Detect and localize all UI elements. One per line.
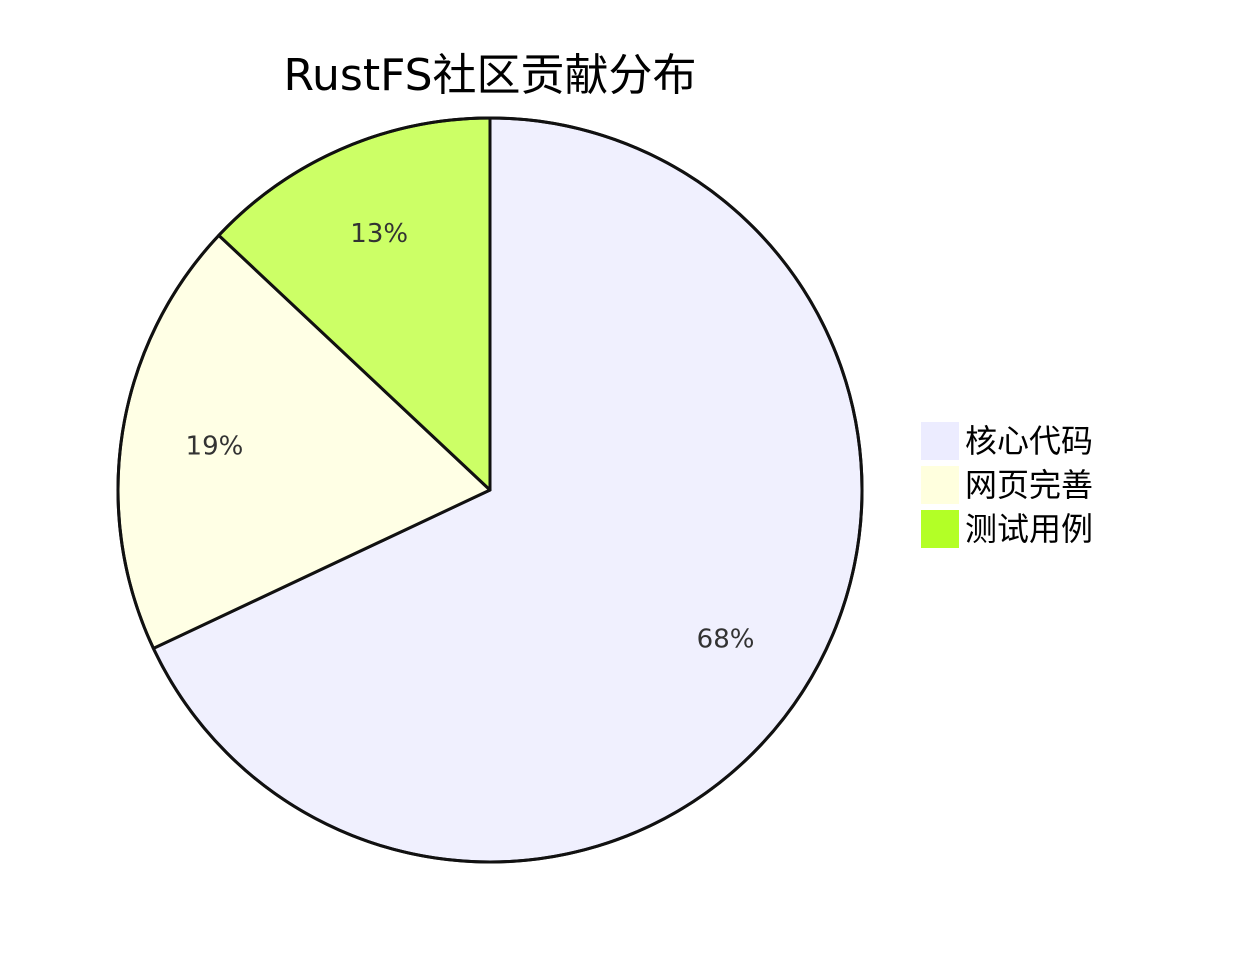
legend-label: 核心代码 xyxy=(965,422,1093,460)
legend-label: 网页完善 xyxy=(965,466,1093,504)
slice-percentage-label: 19% xyxy=(186,431,244,461)
pie-slice-labels: 68% 19% 13% xyxy=(186,219,755,655)
chart-title: RustFS社区贡献分布 xyxy=(283,50,696,101)
pie-outline xyxy=(116,116,864,864)
legend-label: 测试用例 xyxy=(965,510,1093,548)
pie-slices xyxy=(116,116,864,864)
slice-percentage-label: 68% xyxy=(697,624,755,654)
legend-swatch xyxy=(921,510,959,548)
slice-percentage-label: 13% xyxy=(350,219,408,249)
legend-swatch xyxy=(921,466,959,504)
legend-swatch xyxy=(921,422,959,460)
